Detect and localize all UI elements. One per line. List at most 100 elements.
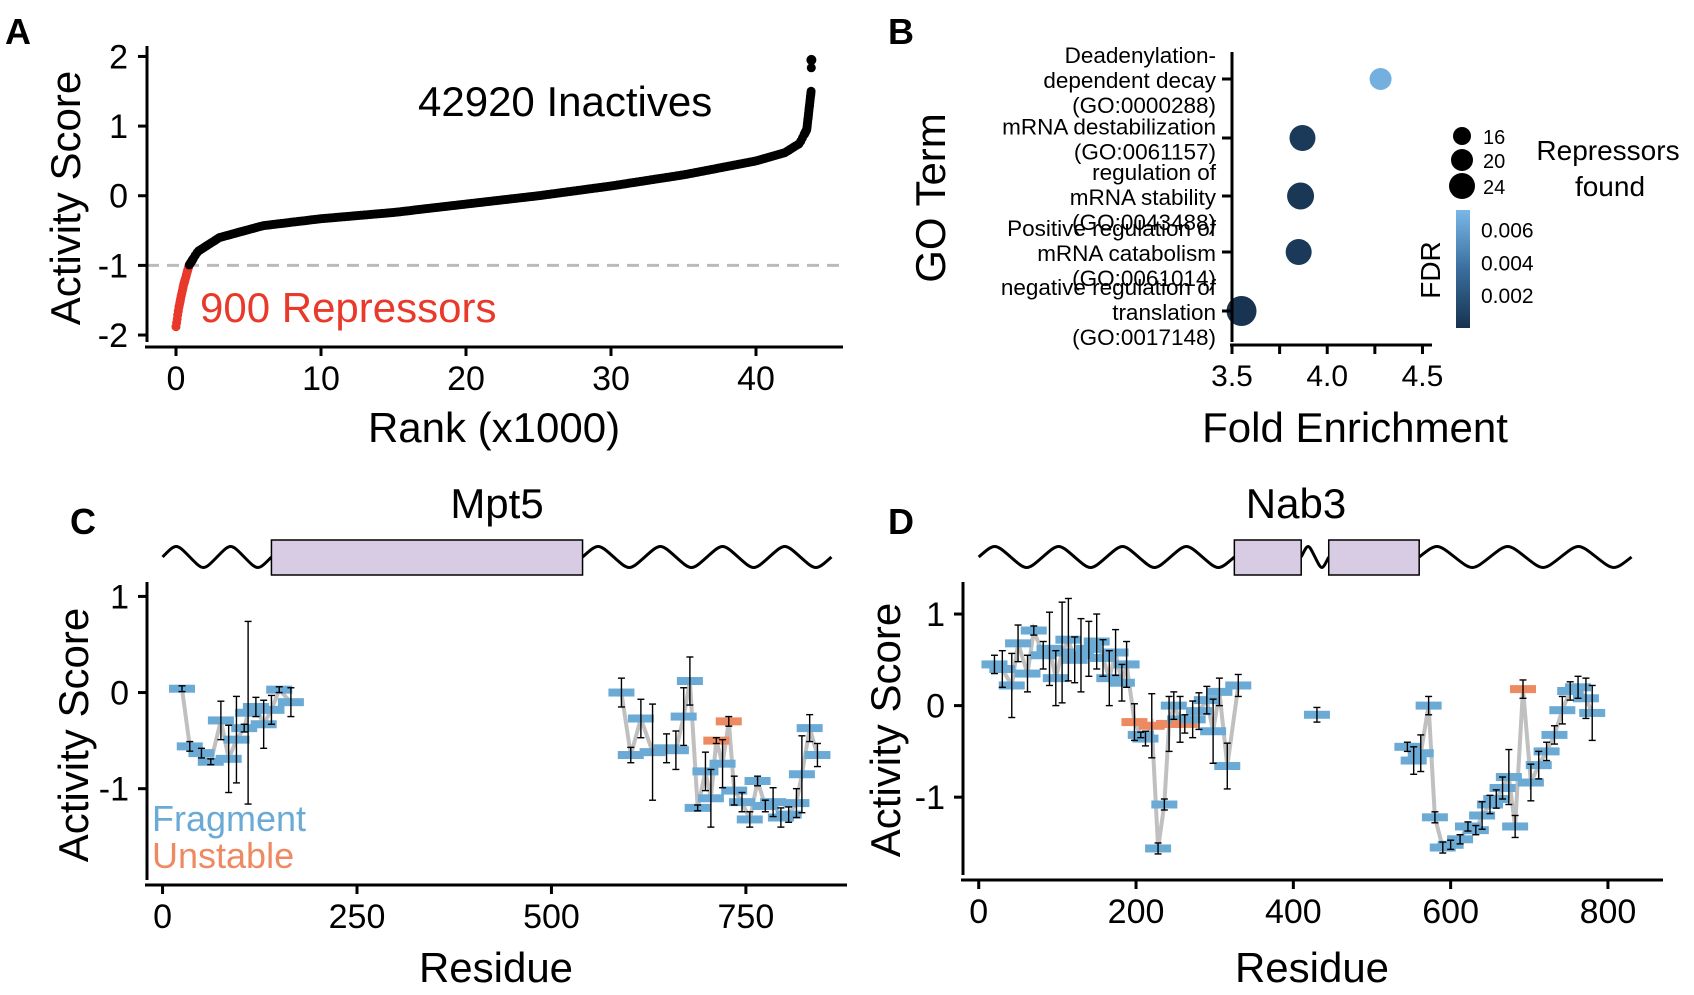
y-tick-label: -1: [98, 247, 128, 285]
x-tick-label: 40: [737, 360, 775, 398]
panel-a-x-axis-label: Rank (x1000): [368, 404, 620, 451]
go-term-label: (GO:0061014): [1072, 266, 1216, 291]
panel-d: D Nab3 Activity Score Residue 0 200 400 600…: [862, 480, 1663, 991]
x-tick-label: 30: [592, 360, 630, 398]
panel-c-legend-fragment: Fragment: [152, 798, 306, 839]
y-tick-label: -1: [915, 779, 945, 817]
x-tick-label: 0: [153, 898, 172, 936]
panel-d-letter: D: [888, 501, 914, 542]
x-tick-label: 250: [329, 898, 386, 936]
size-legend-label: 24: [1483, 177, 1505, 199]
y-tick-label: -2: [98, 317, 128, 355]
panel-d-x-axis-label: Residue: [1235, 944, 1389, 991]
panel-a-annotation-inactives: 42920 Inactives: [418, 78, 712, 125]
fdr-tick-label: 0.004: [1481, 252, 1534, 275]
protein-backbone: [1299, 545, 1331, 569]
size-legend-dot: [1453, 127, 1471, 145]
fdr-colorbar-ticks: 0.006 0.004 0.002: [1470, 220, 1534, 308]
size-legend-label: 20: [1483, 151, 1505, 173]
panel-d-axes: [961, 582, 1663, 882]
fdr-tick-label: 0.002: [1481, 285, 1534, 308]
protein-backbone: [977, 545, 1236, 569]
x-tick-label: 750: [718, 898, 775, 936]
go-term-label: mRNA destabilization: [1002, 115, 1216, 140]
inactive-point: [806, 63, 816, 73]
size-legend-title-1: Repressors: [1536, 135, 1679, 166]
go-term-label: dependent decay: [1043, 68, 1216, 93]
inactive-point: [806, 86, 816, 96]
panel-c-axes: [145, 582, 847, 887]
x-tick-label: 400: [1265, 893, 1322, 931]
x-tick-label: 4.0: [1306, 360, 1348, 393]
y-tick-label: 1: [926, 596, 945, 634]
panel-b: B Deadenylation-dependent decay(GO:00002…: [888, 11, 1680, 451]
panel-a-annotation-repressors: 900 Repressors: [200, 284, 496, 331]
panel-a-data: [147, 54, 843, 332]
go-term-label: mRNA stability: [1070, 185, 1217, 210]
go-term-point: [1369, 68, 1392, 90]
panel-b-color-legend: 0.006 0.004 0.002 FDR: [1415, 210, 1534, 328]
panel-d-title: Nab3: [1246, 480, 1346, 527]
go-term-label: mRNA catabolism: [1037, 241, 1216, 266]
fdr-colorbar: [1456, 210, 1470, 328]
go-term-point: [1287, 182, 1315, 210]
x-tick-label: 10: [302, 360, 340, 398]
x-tick-label: 500: [523, 898, 580, 936]
protein-domain: [270, 539, 584, 576]
protein-backbone: [581, 545, 833, 569]
go-term-label: negative regulation of: [1001, 275, 1217, 300]
go-term-point: [1226, 296, 1257, 326]
panel-c-letter: C: [70, 501, 96, 542]
panel-a-letter: A: [5, 11, 31, 52]
go-term-label: Deadenylation-: [1065, 43, 1216, 68]
go-term-label: translation: [1112, 300, 1216, 325]
panel-a: A 42920 Inactives 900 Repressors Activit…: [5, 11, 843, 451]
go-term-label: (GO:0061157): [1074, 140, 1216, 165]
panel-d-y-axis-label: Activity Score: [862, 603, 909, 857]
panel-b-axes: [1230, 52, 1432, 347]
go-term-point: [1285, 239, 1312, 265]
go-term-label: (GO:0043488): [1072, 210, 1216, 235]
go-term-label: regulation of: [1092, 160, 1217, 185]
panel-c: C Mpt5 Fragment Unstable Activity Score …: [50, 480, 847, 991]
fdr-tick-label: 0.006: [1481, 220, 1534, 243]
panel-a-y-axis-label: Activity Score: [42, 71, 89, 325]
size-legend-title-2: found: [1575, 171, 1645, 202]
go-term-point: [1289, 125, 1316, 151]
x-tick-label: 4.5: [1402, 360, 1444, 393]
x-tick-label: 0: [167, 360, 186, 398]
panel-c-protein-diagram: [161, 539, 833, 576]
y-tick-label: 1: [110, 578, 129, 616]
x-tick-label: 800: [1580, 893, 1637, 931]
y-tick-label: -1: [99, 771, 129, 809]
protein-domain: [1233, 539, 1302, 576]
panel-a-axes: [138, 46, 843, 356]
x-tick-label: 600: [1422, 893, 1479, 931]
protein-backbone: [161, 545, 273, 569]
panel-d-protein-diagram: [977, 539, 1633, 576]
panel-d-data: [981, 597, 1606, 855]
panel-c-x-axis-label: Residue: [419, 944, 573, 991]
panel-c-y-axis-label: Activity Score: [50, 608, 97, 862]
panel-b-go-term-labels: Deadenylation-dependent decay(GO:0000288…: [1001, 43, 1217, 350]
y-tick-label: 1: [109, 108, 128, 146]
y-tick-label: 0: [109, 178, 128, 216]
x-tick-label: 200: [1108, 893, 1165, 931]
protein-backbone: [1418, 545, 1633, 569]
x-tick-label: 3.5: [1211, 360, 1253, 393]
go-term-label: (GO:0017148): [1072, 325, 1216, 350]
y-tick-label: 0: [110, 675, 129, 713]
fdr-legend-title: FDR: [1415, 241, 1446, 299]
y-tick-label: 0: [926, 688, 945, 726]
x-tick-label: 0: [969, 893, 988, 931]
panel-b-data: [1226, 68, 1392, 326]
panel-b-y-axis-label: GO Term: [907, 113, 954, 283]
go-term-label: Positive regulation of: [1007, 216, 1217, 241]
panel-c-data: [169, 620, 831, 828]
panel-c-legend-unstable: Unstable: [152, 835, 294, 876]
go-term-label: (GO:0000288): [1072, 93, 1216, 118]
panel-c-title: Mpt5: [450, 480, 543, 527]
y-tick-label: 2: [109, 38, 128, 76]
